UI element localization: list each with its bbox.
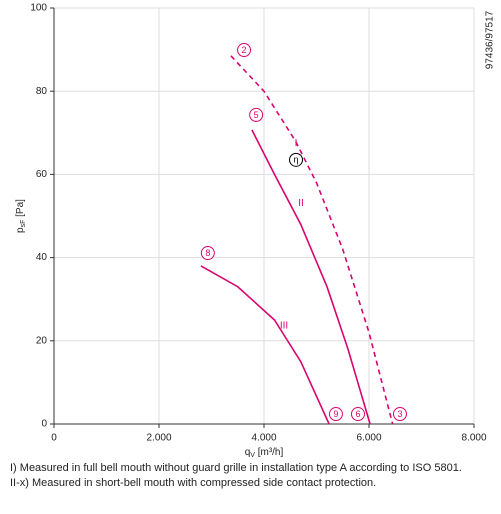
x-tick-label: 0 [51,433,57,444]
y-tick-label: 80 [36,86,48,97]
curve [251,129,371,425]
curve [200,265,330,425]
x-label-unit: [m³/h] [255,447,284,458]
x-label-sub: V [250,452,255,459]
x-tick-label: 6.000 [356,433,381,444]
marker-label: 2 [242,45,247,55]
y-tick-label: 100 [30,3,47,14]
y-tick-label: 60 [36,169,48,180]
x-tick-label: 4.000 [251,433,276,444]
curve-label: III [280,320,288,331]
y-tick-label: 0 [41,419,47,430]
marker-circle [200,246,215,261]
reference: 97436/97517 [485,10,496,69]
y-label-sub: sF [20,220,27,228]
x-axis-label: qV [m³/h] [245,447,284,459]
marker-circle [392,407,407,422]
marker-label: 9 [333,409,338,419]
y-label-main: p [15,227,26,233]
marker-circle [237,43,252,58]
marker-label: 8 [205,248,210,258]
marker-circle [249,107,264,122]
marker-circle [289,152,304,167]
marker-label: 3 [397,409,402,419]
curve-label: I [295,138,298,149]
x-tick-label: 2.000 [146,433,171,444]
marker-circle [328,407,343,422]
note: II-x) Measured in short-bell mouth with … [10,477,377,489]
x-tick-label: 8.000 [461,433,486,444]
marker-label: 5 [254,110,259,120]
chart: 97436/97517 psF [Pa] qV [m³/h] 020406080… [15,3,496,459]
marker-label: η [294,155,299,165]
note: I) Measured in full bell mouth without g… [10,462,462,474]
x-label-main: q [245,447,251,458]
y-axis-label: psF [Pa] [15,199,27,233]
marker-circle [350,407,365,422]
y-label-unit: [Pa] [15,199,26,220]
y-tick-label: 20 [36,335,48,346]
curve-label: II [298,198,304,209]
marker-label: 6 [355,409,360,419]
curve [230,55,394,425]
y-tick-label: 40 [36,252,48,263]
